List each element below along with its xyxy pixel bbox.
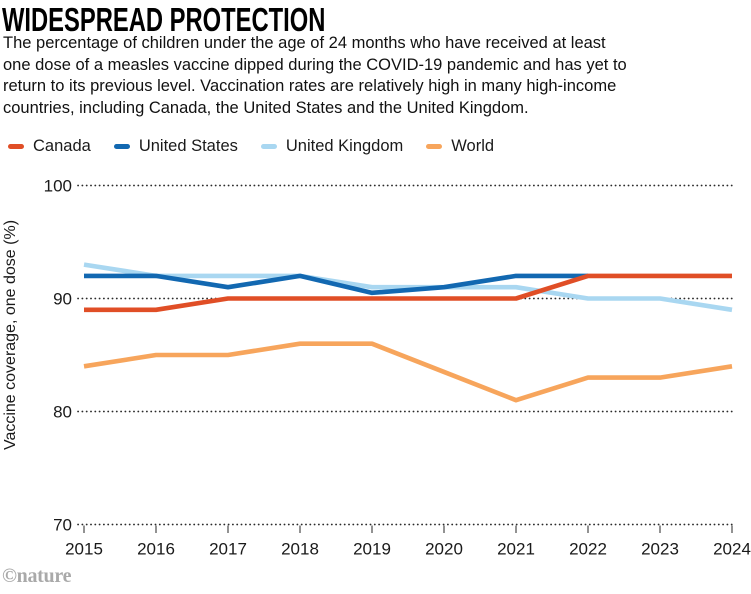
chart-description: The percentage of children under the age… [3,33,733,119]
description-line: The percentage of children under the age… [3,34,606,52]
x-tick-label-2015: 2015 [65,540,103,559]
line-chart: 100 90 80 70 2015 2016 2017 2018 2019 2020 2021 202… [2,177,751,559]
legend-item-canada: Canada [8,137,91,156]
united-kingdom-line-swatch-icon [260,144,277,149]
x-tick-label-2017: 2017 [209,540,247,559]
y-tick-label-90: 90 [53,290,72,309]
legend-item-united-states: United States [113,137,238,156]
united-states-line-swatch-icon [113,144,130,149]
legend-item-world: World [426,137,494,156]
legend-label-united-kingdom: United Kingdom [285,137,404,155]
x-tick-label-2023: 2023 [641,540,679,559]
series-line-world [83,341,733,403]
legend-label-canada: Canada [33,137,91,155]
y-tick-label-70: 70 [53,516,72,535]
legend: Canada United States United Kingdom Worl… [8,137,494,156]
x-tick-label-2016: 2016 [137,540,175,559]
world-line-swatch-icon [426,144,443,149]
nature-credit: ©nature [2,565,72,587]
description-line: one dose of a measles vaccine dipped dur… [3,55,627,74]
series-line-united-kingdom [83,262,733,313]
x-tick-label-2019: 2019 [353,540,391,559]
y-tick-label-80: 80 [53,403,72,422]
legend-item-united-kingdom: United Kingdom [260,137,404,156]
series-line-united-states [84,273,588,296]
chart-title: WIDESPREAD PROTECTION [2,1,326,38]
y-axis-title: Vaccine coverage, one dose (%) [2,220,19,450]
x-tick-label-2022: 2022 [569,540,607,559]
legend-label-united-states: United States [138,137,238,155]
description-line: return to its previous level. Vaccinatio… [3,77,617,95]
legend-label-world: World [451,137,495,155]
x-tick-label-2024: 2024 [713,540,751,559]
series-line-canada [84,273,732,313]
description-line: countries, including Canada, the United … [3,98,529,117]
y-tick-label-100: 100 [44,177,72,196]
x-tick-label-2021: 2021 [497,540,535,559]
x-tick-label-2020: 2020 [425,540,463,559]
canada-line-swatch-icon [8,144,24,149]
x-tick-label-2018: 2018 [281,540,319,559]
